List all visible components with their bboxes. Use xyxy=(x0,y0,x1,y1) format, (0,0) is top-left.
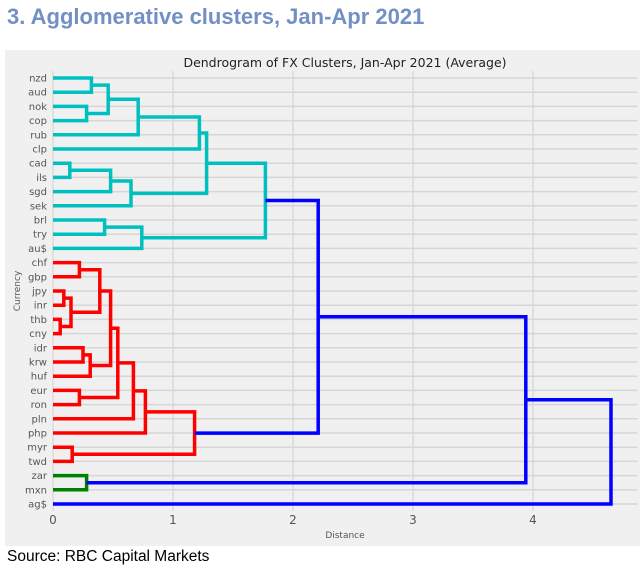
dendrogram-link xyxy=(53,76,94,94)
leaf-label: cny xyxy=(29,329,47,340)
dendrogram-link xyxy=(53,260,82,279)
x-axis-label: Distance xyxy=(325,531,365,541)
leaf-label: thb xyxy=(30,315,47,326)
dendrogram-link xyxy=(53,473,89,492)
source-note: Source: RBC Capital Markets xyxy=(7,548,210,565)
dendrogram-link xyxy=(53,346,85,364)
leaf-label: clp xyxy=(32,145,47,156)
dendrogram-link xyxy=(53,397,613,506)
dendrogram-link xyxy=(86,315,528,485)
leaf-label: huf xyxy=(31,372,48,383)
leaf-label: pln xyxy=(32,414,47,425)
x-tick-label: 3 xyxy=(409,513,417,527)
leaf-label: ag$ xyxy=(28,500,47,511)
leaf-label: sgd xyxy=(29,187,47,198)
leaf-label: twd xyxy=(29,457,47,468)
dendrogram-link xyxy=(53,179,133,208)
dendrogram-link xyxy=(53,388,82,407)
dendrogram-link xyxy=(53,317,62,336)
x-tick-label: 4 xyxy=(529,513,537,527)
leaf-label: chf xyxy=(32,258,48,269)
leaf-label: krw xyxy=(29,358,47,369)
leaf-label: brl xyxy=(34,216,47,227)
dendrogram-link xyxy=(141,161,268,240)
leaf-label: sek xyxy=(30,201,47,212)
dendrogram-link xyxy=(53,445,74,464)
leaf-label: rub xyxy=(30,130,47,141)
dendrogram-link xyxy=(194,198,320,435)
chart-title: Dendrogram of FX Clusters, Jan-Apr 2021 … xyxy=(183,55,506,70)
leaf-label: aud xyxy=(28,88,47,99)
leaf-label: au$ xyxy=(28,244,47,255)
x-tick-label: 0 xyxy=(49,513,57,527)
leaf-label: myr xyxy=(27,443,48,454)
dendrogram-link xyxy=(53,168,113,194)
leaf-label: php xyxy=(28,429,47,440)
dendrogram-link xyxy=(53,97,140,137)
x-tick-label: 1 xyxy=(169,513,177,527)
leaf-label: nzd xyxy=(29,74,47,85)
section-heading: 3. Agglomerative clusters, Jan-Apr 2021 xyxy=(7,4,425,29)
leaf-label: mxn xyxy=(25,485,47,496)
leaf-label: ils xyxy=(36,173,47,184)
dendrogram-link xyxy=(53,161,72,180)
leaf-label: zar xyxy=(32,471,48,482)
leaf-label: ron xyxy=(31,400,47,411)
leaf-label: try xyxy=(33,230,47,241)
leaf-label: gbp xyxy=(28,272,47,283)
dendrogram-link xyxy=(53,289,66,307)
dendrogram-link xyxy=(53,225,144,251)
leaf-label: inr xyxy=(34,301,48,312)
leaf-label: cop xyxy=(29,116,47,127)
leaf-label: eur xyxy=(30,386,47,397)
dendrogram-link xyxy=(53,218,107,236)
leaf-label: cad xyxy=(29,159,47,170)
dendrogram-link xyxy=(53,104,89,123)
x-tick-label: 2 xyxy=(289,513,297,527)
leaf-label: nok xyxy=(29,102,47,113)
leaf-label: idr xyxy=(34,343,48,354)
leaf-label: jpy xyxy=(31,287,47,298)
y-axis-label: Currency xyxy=(13,270,23,311)
